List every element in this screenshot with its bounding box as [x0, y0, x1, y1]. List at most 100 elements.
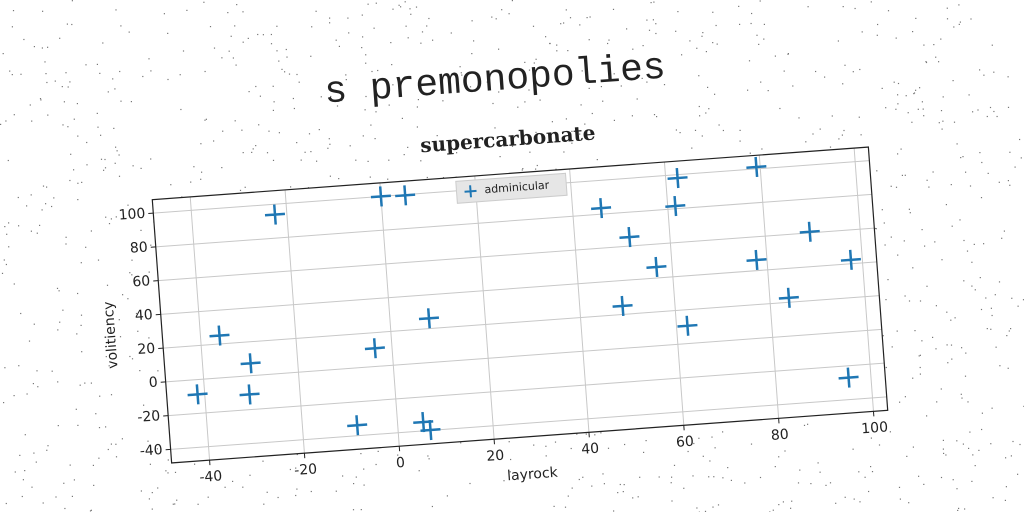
noise-dot: [281, 68, 283, 70]
noise-dot: [535, 58, 537, 60]
noise-dot: [852, 448, 854, 450]
noise-dot: [687, 450, 689, 453]
noise-dot: [47, 46, 49, 48]
noise-dot: [924, 245, 926, 247]
noise-dot: [979, 69, 981, 71]
noise-dot: [75, 408, 77, 410]
noise-dot: [642, 45, 644, 47]
noise-dot: [85, 64, 87, 66]
point: [395, 185, 416, 206]
noise-dot: [106, 284, 109, 286]
noise-dot: [494, 127, 496, 129]
noise-dot: [921, 229, 923, 231]
noise-dot: [817, 462, 819, 464]
noise-dot: [675, 30, 677, 32]
noise-dot: [824, 76, 826, 78]
noise-dot: [96, 112, 98, 114]
noise-dot: [259, 95, 261, 97]
noise-dot: [234, 120, 236, 122]
noise-dot: [596, 159, 598, 161]
noise-dot: [486, 81, 488, 83]
noise-dot: [704, 510, 707, 512]
point: [799, 221, 820, 242]
noise-dot: [844, 64, 846, 66]
noise-dot: [105, 426, 107, 428]
noise-dot: [936, 401, 938, 403]
noise-dot: [258, 124, 260, 126]
noise-dot: [345, 74, 347, 76]
noise-dot: [248, 91, 250, 93]
noise-dot: [896, 330, 898, 332]
noise-dot: [510, 458, 512, 461]
noise-dot: [446, 495, 448, 497]
noise-dot: [421, 31, 424, 33]
noise-dot: [965, 171, 967, 173]
noise-dot: [388, 104, 390, 106]
noise-dot: [371, 70, 373, 73]
noise-dot: [613, 73, 615, 75]
grid-line: [163, 295, 880, 349]
noise-dot: [717, 504, 720, 506]
noise-dot: [320, 96, 322, 98]
noise-dot: [673, 464, 676, 466]
noise-dot: [942, 120, 944, 122]
noise-dot: [890, 185, 892, 187]
noise-dot: [533, 62, 535, 64]
noise-dot: [132, 165, 134, 167]
noise-dot: [286, 56, 288, 58]
noise-dot: [926, 179, 928, 181]
noise-dot: [427, 455, 429, 457]
noise-dot: [959, 219, 961, 221]
noise-dot: [946, 311, 948, 313]
noise-dot: [959, 21, 961, 23]
noise-dot: [116, 150, 118, 152]
point: [667, 167, 688, 189]
noise-dot: [911, 121, 913, 123]
noise-dot: [1007, 180, 1009, 182]
noise-dot: [1014, 166, 1016, 168]
noise-dot: [842, 83, 844, 85]
noise-dot: [871, 471, 874, 473]
noise-dot: [205, 118, 207, 120]
noise-dot: [236, 4, 238, 6]
noise-dot: [498, 91, 500, 93]
noise-dot: [714, 447, 716, 449]
noise-dot: [952, 479, 954, 481]
noise-dot: [693, 442, 695, 445]
noise-dot: [1019, 443, 1021, 446]
noise-dot: [966, 250, 969, 252]
noise-dot: [974, 289, 976, 291]
noise-dot: [341, 99, 343, 102]
noise-dot: [702, 455, 704, 457]
noise-dot: [13, 283, 15, 285]
point: [209, 325, 230, 346]
noise-dot: [750, 443, 753, 445]
noise-dot: [942, 448, 944, 450]
noise-dot: [73, 118, 75, 120]
noise-dot: [1007, 367, 1009, 369]
noise-dot: [296, 453, 298, 456]
noise-dot: [895, 186, 898, 188]
noise-dot: [242, 41, 244, 43]
noise-dot: [100, 158, 103, 160]
noise-dot: [86, 164, 88, 166]
noise-dot: [391, 64, 393, 66]
noise-dot: [204, 119, 206, 121]
noise-dot: [897, 254, 899, 256]
noise-dot: [919, 366, 921, 369]
noise-dot: [852, 71, 854, 73]
noise-dot: [129, 272, 131, 274]
noise-dot: [167, 32, 169, 34]
noise-dot: [244, 186, 246, 188]
noise-dot: [194, 463, 196, 465]
noise-dot: [782, 501, 784, 503]
noise-dot: [858, 471, 860, 473]
noise-dot: [365, 95, 367, 98]
noise-dot: [419, 83, 421, 85]
noise-dot: [983, 243, 985, 245]
noise-dot: [815, 70, 817, 73]
noise-dot: [114, 162, 116, 164]
noise-dot: [46, 81, 48, 84]
noise-dot: [576, 433, 578, 435]
